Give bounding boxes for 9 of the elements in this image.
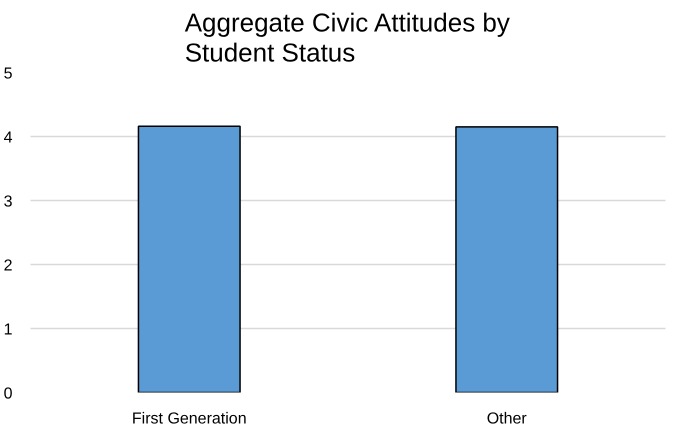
y-tick-label: 3 — [4, 194, 13, 210]
y-tick-label: 0 — [4, 386, 13, 402]
y-tick-label: 2 — [4, 258, 13, 274]
x-tick-label: Other — [486, 410, 528, 428]
chart-title: Aggregate Civic Attitudes by Student Status — [184, 8, 510, 68]
y-tick-label: 5 — [4, 66, 13, 82]
y-tick-label: 1 — [4, 322, 13, 338]
x-tick-label: First Generation — [132, 410, 247, 428]
y-tick-label: 4 — [4, 130, 13, 146]
